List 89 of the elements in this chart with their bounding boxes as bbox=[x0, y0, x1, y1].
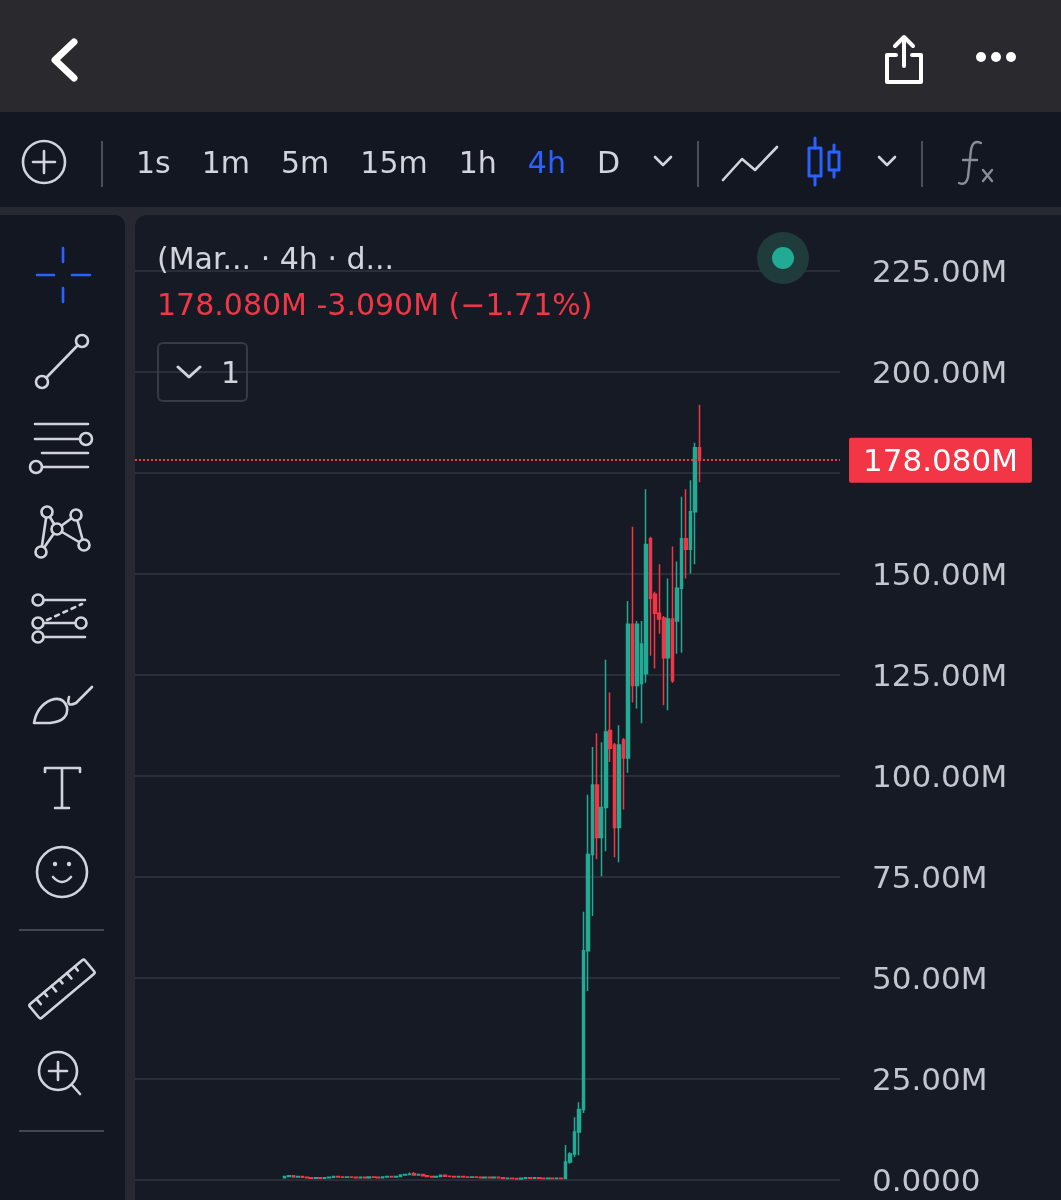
candlestick bbox=[679, 496, 684, 654]
candlestick bbox=[621, 737, 626, 811]
text: 1m bbox=[201, 144, 251, 182]
candlestick bbox=[496, 1176, 501, 1179]
candlestick bbox=[304, 1176, 310, 1179]
candlestick bbox=[563, 1144, 568, 1180]
candlestick bbox=[344, 1175, 350, 1179]
candlestick bbox=[398, 1173, 403, 1178]
y-tick-label: 200.00M bbox=[872, 353, 1008, 390]
candlestick bbox=[670, 545, 675, 684]
candlestick bbox=[349, 1175, 354, 1179]
candlestick bbox=[625, 600, 631, 774]
candlestick bbox=[317, 1176, 323, 1180]
candlestick bbox=[478, 1176, 484, 1179]
text: 1s bbox=[136, 144, 171, 182]
candlestick bbox=[291, 1174, 296, 1179]
candlestick bbox=[487, 1176, 493, 1179]
text: 178.080M -3.090M (−1.71%) bbox=[157, 286, 593, 322]
candlestick bbox=[308, 1176, 314, 1180]
candlestick bbox=[594, 732, 600, 861]
text: (Mar... · 4h · d... bbox=[157, 240, 395, 276]
y-tick-label: 150.00M bbox=[872, 555, 1008, 592]
candlestick bbox=[340, 1175, 345, 1179]
candlestick bbox=[322, 1176, 327, 1180]
candlestick bbox=[282, 1175, 287, 1179]
candlestick bbox=[460, 1175, 466, 1179]
candlestick bbox=[331, 1175, 336, 1179]
candlestick bbox=[335, 1175, 341, 1179]
candlestick bbox=[630, 525, 635, 704]
candlestick bbox=[536, 1176, 542, 1180]
candlestick bbox=[527, 1176, 533, 1180]
y-tick-label: 50.00M bbox=[872, 959, 988, 996]
candlestick bbox=[362, 1175, 368, 1179]
y-tick-label: 75.00M bbox=[872, 858, 988, 895]
candlestick bbox=[416, 1173, 421, 1177]
candlestick bbox=[616, 724, 622, 863]
collapse-button: 1 bbox=[157, 342, 248, 402]
text: 4h bbox=[527, 144, 566, 182]
candlestick bbox=[384, 1175, 390, 1179]
candlestick bbox=[514, 1177, 519, 1181]
candlestick bbox=[505, 1177, 510, 1180]
candlestick bbox=[474, 1175, 479, 1179]
candlestick bbox=[393, 1175, 399, 1179]
candlestick bbox=[447, 1175, 452, 1178]
candlestick bbox=[366, 1175, 372, 1179]
y-tick-label: 125.00M bbox=[872, 656, 1008, 693]
candlestick bbox=[313, 1176, 319, 1180]
candlestick bbox=[491, 1176, 497, 1179]
candlestick bbox=[380, 1175, 385, 1179]
candlestick bbox=[465, 1175, 470, 1179]
candlestick bbox=[371, 1175, 377, 1179]
y-tick-label: 225.00M bbox=[872, 252, 1008, 289]
candlestick bbox=[532, 1176, 537, 1180]
candlestick bbox=[683, 488, 689, 580]
candlestick bbox=[353, 1176, 359, 1179]
ref-line-label: 178.080M bbox=[863, 442, 1018, 479]
candlestick bbox=[509, 1177, 515, 1180]
candlestick bbox=[295, 1175, 301, 1179]
candlestick bbox=[518, 1177, 524, 1181]
candlestick bbox=[545, 1177, 551, 1180]
text: 5m bbox=[281, 144, 330, 182]
text: D bbox=[596, 144, 621, 182]
candlestick bbox=[451, 1175, 457, 1179]
candlestick bbox=[326, 1176, 332, 1179]
candlestick bbox=[411, 1171, 417, 1177]
candlestick bbox=[433, 1175, 439, 1179]
candlestick bbox=[358, 1176, 363, 1179]
text: 1h bbox=[458, 144, 497, 182]
candlestick bbox=[420, 1173, 426, 1177]
y-tick-label: 0.0000 bbox=[872, 1161, 981, 1198]
candlestick bbox=[407, 1171, 412, 1177]
annotation: 1 bbox=[221, 354, 241, 390]
candlestick bbox=[523, 1176, 528, 1180]
candlestick bbox=[456, 1175, 461, 1179]
candlestick bbox=[429, 1175, 435, 1179]
candlestick bbox=[540, 1177, 546, 1180]
candlestick bbox=[665, 577, 671, 711]
candlestick bbox=[469, 1175, 475, 1179]
candlestick bbox=[558, 1177, 564, 1180]
y-tick-label: 25.00M bbox=[872, 1060, 988, 1097]
candlestick bbox=[554, 1177, 559, 1180]
candlestick bbox=[549, 1177, 555, 1180]
candlestick bbox=[482, 1176, 488, 1179]
candlestick bbox=[375, 1176, 381, 1179]
candlestick bbox=[402, 1172, 408, 1177]
candlestick bbox=[300, 1175, 305, 1179]
y-tick-label: 100.00M bbox=[872, 757, 1008, 794]
candlestick bbox=[389, 1175, 394, 1179]
text: 15m bbox=[360, 144, 428, 182]
